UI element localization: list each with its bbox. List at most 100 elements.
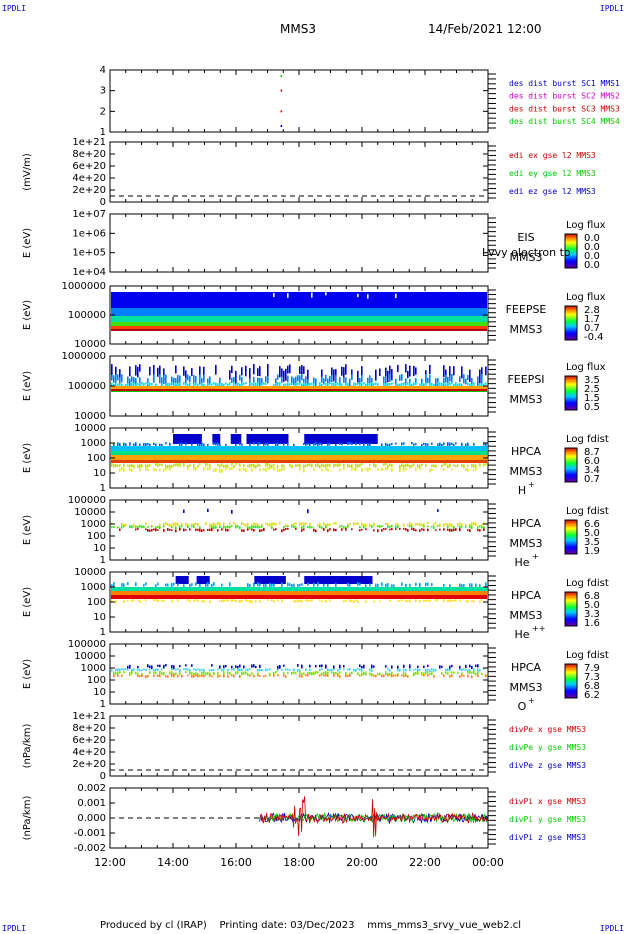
heatmap-speck	[433, 668, 435, 672]
heatmap-speck	[453, 528, 455, 532]
heatmap-speck	[151, 529, 153, 532]
heatmap-speck	[207, 508, 209, 513]
heatmap-speck	[155, 599, 157, 601]
heatmap-speck	[213, 468, 215, 472]
heatmap-speck	[445, 671, 447, 674]
heatmap-speck	[157, 529, 159, 531]
heatmap-speck	[231, 467, 233, 470]
species-charge: +	[528, 696, 535, 705]
heatmap-speck	[195, 376, 197, 385]
heatmap-speck	[445, 523, 447, 526]
heatmap-fill	[135, 383, 137, 387]
heatmap-speck	[417, 523, 419, 526]
heatmap-speck	[197, 464, 199, 468]
heatmap-speck	[151, 665, 153, 670]
legend-entry: des dist burst SC1 MMS1	[509, 79, 620, 88]
heatmap-speck	[229, 370, 231, 380]
heatmap-block	[304, 576, 373, 584]
heatmap-speck	[141, 464, 143, 468]
heatmap-speck	[415, 523, 417, 526]
heatmap-fill	[125, 383, 127, 388]
y-tick-label: 2e+20	[72, 185, 106, 196]
heatmap-speck	[121, 526, 123, 529]
heatmap-speck	[275, 671, 277, 674]
heatmap-speck	[127, 669, 129, 671]
heatmap-fill	[437, 382, 439, 385]
heatmap-speck	[281, 468, 283, 471]
heatmap-speck	[257, 463, 259, 467]
heatmap-speck	[111, 526, 113, 528]
heatmap-speck	[269, 583, 271, 587]
heatmap-speck	[257, 674, 259, 677]
heatmap-speck	[131, 671, 133, 675]
heatmap-speck	[409, 522, 411, 526]
heatmap-fill	[335, 383, 337, 387]
heatmap-speck	[145, 442, 147, 447]
heatmap-speck	[389, 443, 391, 448]
heatmap-speck	[189, 669, 191, 672]
heatmap-speck	[259, 600, 261, 603]
heatmap-speck	[135, 442, 137, 446]
colorbar-tick-label: 2.8	[584, 305, 600, 316]
y-tick-label: 10000	[74, 423, 106, 434]
heatmap-speck	[361, 463, 363, 466]
heatmap-speck	[185, 529, 187, 531]
heatmap-fill	[441, 382, 443, 386]
heatmap-speck	[273, 522, 275, 526]
heatmap-speck	[185, 442, 187, 446]
heatmap-speck	[339, 664, 341, 669]
heatmap-speck	[197, 668, 199, 671]
heatmap-speck	[323, 464, 325, 468]
heatmap-speck	[451, 468, 453, 471]
heatmap-speck	[361, 528, 363, 531]
heatmap-speck	[203, 600, 205, 603]
heatmap-speck	[305, 464, 307, 468]
heatmap-speck	[251, 528, 253, 531]
heatmap-speck	[265, 463, 267, 467]
heatmap-speck	[215, 364, 217, 375]
heatmap-speck	[321, 526, 323, 530]
heatmap-speck	[223, 525, 225, 529]
heatmap-speck	[209, 464, 211, 467]
heatmap-speck	[299, 375, 301, 384]
heatmap-speck	[327, 529, 329, 533]
heatmap-speck	[259, 583, 261, 587]
heatmap-speck	[135, 582, 137, 587]
heatmap-fill	[415, 382, 417, 386]
heatmap-speck	[463, 464, 465, 469]
heatmap-speck	[251, 525, 253, 529]
heatmap-speck	[209, 672, 211, 675]
heatmap-speck	[161, 668, 163, 671]
heatmap-speck	[165, 583, 167, 587]
heatmap-speck	[437, 443, 439, 447]
y-tick-label: 0.000	[77, 813, 106, 824]
heatmap-speck	[235, 443, 237, 447]
heatmap-speck	[219, 525, 221, 528]
heatmap-fill	[401, 382, 403, 386]
colorbar	[564, 447, 578, 483]
heatmap-speck	[409, 599, 411, 603]
burst-mark	[280, 125, 283, 127]
x-tick-label: 18:00	[283, 856, 315, 869]
heatmap-fill	[391, 382, 393, 385]
heatmap-speck	[417, 464, 419, 468]
heatmap-speck	[269, 467, 271, 470]
heatmap-fill	[111, 389, 487, 391]
heatmap-speck	[239, 526, 241, 530]
heatmap-speck	[387, 370, 389, 383]
heatmap-speck	[185, 668, 187, 671]
heatmap-fill	[203, 383, 205, 387]
heatmap-speck	[259, 674, 261, 677]
heatmap-speck	[115, 463, 117, 467]
heatmap-speck	[295, 522, 297, 525]
heatmap-speck	[383, 674, 385, 678]
y-tick-label: 1	[100, 699, 106, 710]
colorbar-tick-label: -0.4	[584, 332, 604, 343]
colorbar-title: Log flux	[566, 362, 606, 373]
heatmap-speck	[425, 374, 427, 384]
heatmap-speck	[253, 364, 255, 375]
heatmap-speck	[321, 664, 323, 668]
heatmap-speck	[359, 668, 361, 671]
heatmap-speck	[277, 443, 279, 446]
heatmap-speck	[381, 443, 383, 448]
